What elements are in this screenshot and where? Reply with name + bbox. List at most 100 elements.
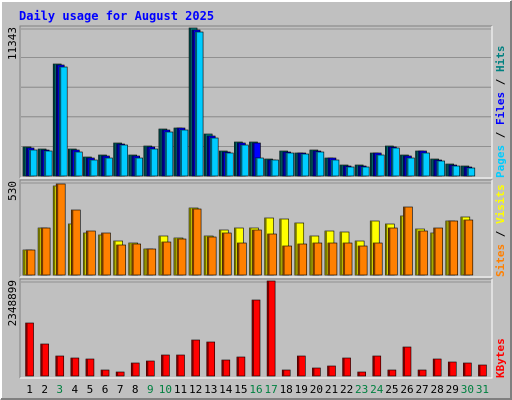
bar-pages-day-14-shadow [225, 153, 228, 176]
panel-hits-files-pages: 11343 Pages / Files / Hits [6, 25, 507, 179]
bar-sites-day-12-shadow [192, 209, 195, 275]
bar-kbytes-day-13 [206, 341, 216, 377]
bar-kbytes-day-11 [176, 354, 185, 377]
bar-visits-day-1-shadow [23, 250, 25, 275]
bar-pages-day-3 [58, 66, 68, 177]
bar-kbytes-day-27-shadow [418, 370, 421, 376]
bar-visits-day-7-shadow [113, 241, 116, 275]
legend-sites: Sites [494, 244, 507, 277]
bar-pages-day-29 [451, 165, 461, 177]
bar-files-day-2-shadow [41, 150, 44, 176]
bar-pages-day-30 [466, 167, 476, 177]
bar-kbytes-day-12 [191, 339, 200, 377]
bar-hits-day-18-shadow [279, 151, 282, 176]
bar-files-day-18-shadow [282, 152, 285, 176]
bar-visits-day-8-shadow [128, 243, 131, 275]
bar-pages-day-18-shadow [285, 153, 288, 176]
bar-pages-day-6-shadow [104, 158, 107, 176]
bar-visits-day-5-shadow [83, 233, 86, 275]
bar-visits-day-2-shadow [38, 228, 41, 275]
x-label-day-4: 4 [72, 383, 79, 396]
bar-kbytes-day-19 [296, 355, 306, 377]
bar-kbytes-day-22-shadow [342, 358, 345, 376]
bar-hits-day-10-shadow [158, 129, 161, 176]
panel-3-bevel-light [20, 279, 493, 379]
bar-kbytes-day-28-shadow [433, 359, 436, 376]
bar-visits-day-16-shadow [249, 228, 252, 275]
bar-files-day-30-shadow [463, 167, 466, 176]
bar-sites-day-26 [403, 206, 413, 276]
bar-sites-day-23-shadow [358, 246, 361, 275]
bar-hits-day-26-shadow [400, 155, 403, 176]
bar-kbytes-day-23-shadow [357, 372, 360, 376]
bar-files-day-23-shadow [358, 166, 361, 176]
bar-kbytes-day-4-shadow [70, 358, 73, 376]
bar-kbytes-day-22 [342, 357, 351, 377]
bar-hits-day-2-shadow [38, 149, 41, 176]
bar-pages-day-21-shadow [330, 160, 333, 176]
bar-pages-day-20-shadow [315, 152, 318, 176]
bar-sites-day-13-shadow [207, 237, 210, 275]
bar-kbytes-day-11-shadow [176, 355, 179, 376]
panel-2-bars [22, 183, 474, 276]
bar-files-day-17-shadow [267, 160, 270, 176]
bar-kbytes-day-2 [40, 343, 49, 377]
bar-visits-day-26-shadow [400, 216, 403, 275]
bar-pages-day-9-shadow [149, 149, 152, 176]
bar-visits-day-10-shadow [158, 236, 161, 275]
bar-kbytes-day-25 [387, 369, 397, 377]
bar-pages-day-23-shadow [361, 167, 364, 176]
bar-files-day-15-shadow [237, 143, 240, 176]
legend-visits: Visits [494, 184, 507, 224]
x-label-day-6: 6 [102, 383, 109, 396]
bar-pages-day-29-shadow [451, 166, 454, 176]
bar-kbytes-day-7-shadow [116, 372, 119, 376]
bar-pages-day-21 [330, 159, 340, 177]
bar-files-day-28-shadow [433, 160, 436, 176]
bar-pages-day-2 [43, 150, 53, 177]
bar-sites-day-17-shadow [267, 234, 270, 275]
x-label-day-25: 25 [385, 383, 398, 396]
bar-visits-day-15-shadow [234, 228, 237, 275]
bar-kbytes-day-8-shadow [131, 363, 134, 376]
bar-hits-day-21-shadow [324, 158, 327, 176]
x-label-day-5: 5 [87, 383, 94, 396]
bar-pages-day-11 [179, 129, 189, 177]
bar-pages-day-3-shadow [59, 67, 62, 176]
bar-sites-day-30-shadow [463, 220, 466, 275]
bar-hits-day-15-shadow [234, 142, 237, 176]
bar-hits-day-17-shadow [264, 159, 267, 176]
bar-sites-day-8 [131, 243, 141, 276]
bar-sites-day-14-shadow [222, 233, 225, 275]
bar-visits-day-4-shadow [68, 224, 71, 275]
bar-sites-day-6 [101, 232, 111, 276]
bar-kbytes-day-7 [115, 371, 125, 377]
bar-hits-day-24-shadow [370, 153, 373, 176]
panel-3-bars [25, 280, 487, 377]
bar-sites-day-6-shadow [101, 233, 104, 275]
bar-pages-day-1-shadow [29, 150, 31, 176]
bar-files-day-5-shadow [86, 158, 89, 176]
bar-pages-day-22-shadow [346, 167, 349, 176]
bar-kbytes-day-5-shadow [85, 359, 88, 376]
x-label-day-9: 9 [147, 383, 154, 396]
bar-kbytes-day-3 [55, 355, 65, 377]
bar-pages-day-12 [194, 31, 204, 177]
bar-files-day-12-shadow [192, 30, 195, 176]
bar-pages-day-16-shadow [255, 158, 258, 176]
bar-kbytes-day-18-shadow [282, 370, 285, 376]
bar-hits-day-3-shadow [53, 64, 56, 176]
legend-sep-3: / [494, 224, 507, 244]
bar-hits-day-13-shadow [204, 134, 207, 176]
x-label-day-23: 23 [355, 383, 368, 396]
bar-kbytes-day-16 [251, 299, 261, 377]
bar-sites-day-22-shadow [343, 243, 346, 275]
x-label-day-20: 20 [310, 383, 323, 396]
bar-kbytes-day-10 [161, 354, 170, 377]
x-label-day-27: 27 [415, 383, 428, 396]
bar-pages-day-12-shadow [195, 32, 198, 176]
bar-kbytes-day-15-shadow [236, 357, 239, 376]
bar-pages-day-16 [255, 157, 264, 177]
legend-files: Files [494, 92, 507, 125]
bar-pages-day-30-shadow [466, 168, 469, 176]
